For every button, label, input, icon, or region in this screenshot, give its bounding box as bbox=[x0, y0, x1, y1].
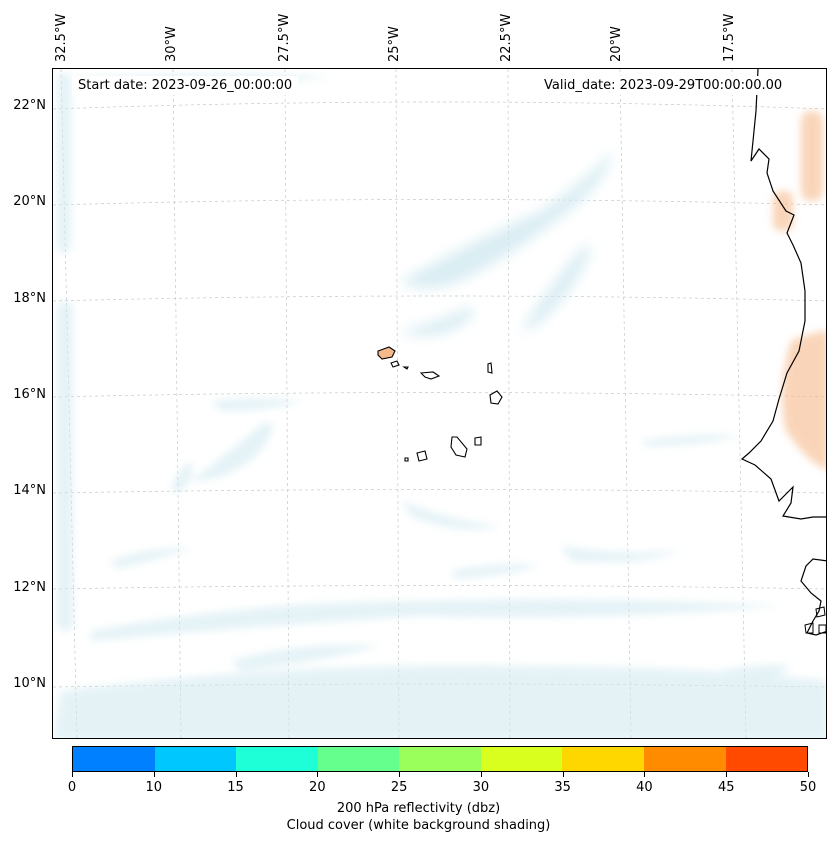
colorbar-tick-label: 20 bbox=[309, 780, 326, 795]
boa-vista-island bbox=[489, 390, 503, 405]
cape-verde-islands bbox=[377, 346, 503, 462]
colorbar-tick-label: 40 bbox=[636, 780, 653, 795]
colorbar-segment bbox=[317, 747, 400, 771]
graticule bbox=[53, 69, 826, 738]
lat-label-18n: 18°N bbox=[13, 291, 46, 306]
colorbar-tick-label: 25 bbox=[390, 780, 408, 795]
lat-label-20n: 20°N bbox=[13, 194, 46, 209]
colorbar-tick-label: 50 bbox=[799, 780, 817, 795]
lat-label-12n: 12°N bbox=[13, 580, 46, 595]
sao-vicente-island bbox=[390, 360, 400, 368]
lat-label-22n: 22°N bbox=[13, 98, 46, 113]
lat-label-10n: 10°N bbox=[13, 676, 46, 691]
colorbar-segment bbox=[643, 747, 726, 771]
valid-date-label: Valid_date: 2023-09-29T00:00:00.00 bbox=[538, 76, 789, 95]
colorbar-tick bbox=[644, 772, 646, 777]
colorbar-tick-label: 10 bbox=[145, 780, 163, 795]
colorbar-tick bbox=[72, 772, 73, 777]
cloud-cover-shading bbox=[53, 73, 826, 738]
lon-label-17-5w: 17.5°W bbox=[722, 13, 737, 62]
colorbar-segment bbox=[236, 747, 318, 771]
colorbar-segment bbox=[399, 747, 481, 771]
colorbar-tick bbox=[808, 772, 809, 777]
colorbar-label: 200 hPa reflectivity (dbz) bbox=[336, 801, 501, 816]
lon-label-32-5w: 32.5°W bbox=[54, 13, 69, 62]
colorbar-tick-label: 30 bbox=[472, 780, 490, 795]
colorbar-tick bbox=[726, 772, 728, 777]
colorbar-tick-label: 0 bbox=[67, 780, 77, 795]
lon-label-22-5w: 22.5°W bbox=[499, 13, 514, 62]
africa-coastline bbox=[740, 69, 826, 636]
santa-luzia-island bbox=[402, 366, 409, 370]
brava-island bbox=[404, 457, 409, 462]
colorbar-sublabel: Cloud cover (white background shading) bbox=[286, 818, 551, 833]
map-canvas bbox=[53, 69, 826, 738]
colorbar-tick bbox=[153, 772, 155, 777]
lat-label-16n: 16°N bbox=[13, 387, 46, 402]
lon-label-25w: 25°W bbox=[387, 26, 402, 62]
lon-label-27-5w: 27.5°W bbox=[277, 13, 292, 62]
santo-antao-island bbox=[377, 346, 396, 360]
start-date-label: Start date: 2023-09-26_00:00:00 bbox=[72, 76, 299, 95]
sao-nicolau-island bbox=[419, 371, 441, 380]
colorbar-tick bbox=[562, 772, 564, 777]
colorbar-tick-label: 15 bbox=[227, 780, 244, 795]
colorbar-tick bbox=[317, 772, 319, 777]
lon-label-20w: 20°W bbox=[609, 26, 624, 62]
maio-island bbox=[474, 436, 482, 446]
santiago-island bbox=[450, 436, 468, 458]
colorbar-tick-label: 45 bbox=[717, 780, 735, 795]
colorbar-tick-label: 35 bbox=[554, 780, 571, 795]
map-panel bbox=[52, 68, 827, 739]
colorbar-segment bbox=[480, 747, 563, 771]
colorbar-segment bbox=[73, 747, 155, 771]
colorbar-segment bbox=[562, 747, 644, 771]
colorbar-tick bbox=[480, 772, 482, 777]
lat-label-14n: 14°N bbox=[13, 483, 46, 498]
colorbar-tick bbox=[399, 772, 401, 777]
colorbar-segment bbox=[725, 747, 808, 771]
reflectivity-colorbar bbox=[72, 746, 808, 772]
colorbar-segment bbox=[154, 747, 237, 771]
fogo-island bbox=[416, 450, 428, 462]
reflectivity-shading bbox=[773, 111, 826, 470]
lon-label-30w: 30°W bbox=[164, 26, 179, 62]
colorbar-tick bbox=[235, 772, 237, 777]
bissagos-islands bbox=[804, 606, 826, 634]
sal-island bbox=[487, 362, 493, 374]
